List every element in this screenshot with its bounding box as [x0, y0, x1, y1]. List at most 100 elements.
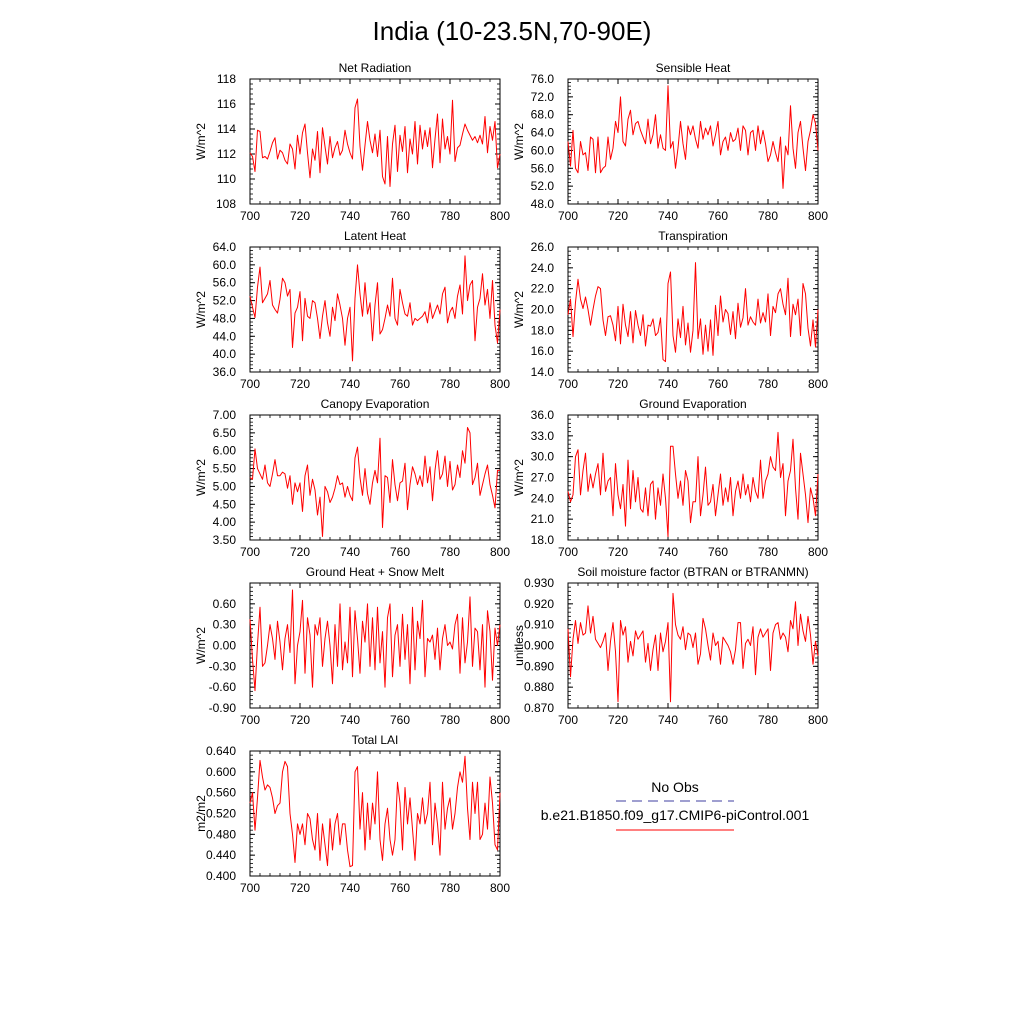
y-tick-label: 118 — [217, 72, 236, 86]
y-tick-label: 116 — [217, 97, 236, 111]
panel-title: Latent Heat — [344, 229, 407, 243]
x-tick-label: 780 — [758, 377, 778, 391]
y-tick-label: 0.00 — [213, 639, 237, 653]
y-tick-label: 6.00 — [213, 444, 237, 458]
x-tick-label: 700 — [240, 377, 260, 391]
y-tick-label: 0.930 — [524, 576, 554, 590]
y-tick-label: 26.0 — [531, 240, 555, 254]
panel-title: Ground Heat + Snow Melt — [306, 565, 445, 579]
x-tick-label: 800 — [490, 881, 510, 895]
panel: Latent Heat W/m^2 700 720 740 760 780 800 36.0 40… — [194, 229, 510, 391]
x-tick-label: 780 — [440, 209, 460, 223]
y-tick-label: 64.0 — [531, 126, 555, 140]
y-tick-label: 64.0 — [213, 240, 237, 254]
y-axis-label: W/m^2 — [512, 291, 526, 328]
panel: Sensible Heat W/m^2 700 720 740 760 780 800 48.0… — [512, 61, 828, 223]
y-tick-label: 60.0 — [213, 258, 237, 272]
y-tick-label: 18.0 — [531, 323, 555, 337]
y-tick-label: 0.520 — [206, 807, 236, 821]
x-tick-label: 760 — [708, 209, 728, 223]
y-tick-label: 44.0 — [213, 329, 237, 343]
x-tick-label: 760 — [390, 377, 410, 391]
y-tick-label: 16.0 — [531, 344, 555, 358]
y-tick-label: 76.0 — [531, 72, 555, 86]
y-tick-label: 72.0 — [531, 90, 555, 104]
x-tick-label: 780 — [440, 377, 460, 391]
x-tick-label: 720 — [608, 545, 628, 559]
panel: Ground Heat + Snow Melt W/m^2 700 720 740 760… — [194, 565, 510, 727]
series-line — [249, 427, 500, 537]
x-tick-label: 780 — [440, 881, 460, 895]
x-tick-label: 720 — [608, 209, 628, 223]
y-tick-label: 114 — [217, 122, 236, 136]
y-tick-label: 24.0 — [531, 261, 555, 275]
y-tick-label: 0.870 — [524, 701, 554, 715]
x-tick-label: 720 — [290, 881, 310, 895]
x-tick-label: 740 — [340, 881, 360, 895]
y-tick-label: 48.0 — [213, 311, 237, 325]
x-tick-label: 740 — [340, 713, 360, 727]
y-axis-label: m2/m2 — [194, 795, 208, 832]
y-tick-label: 0.910 — [524, 618, 554, 632]
y-axis-label: W/m^2 — [194, 291, 208, 328]
panel: Ground Evaporation W/m^2 700 720 740 760 780 80… — [512, 397, 828, 559]
panel: Transpiration W/m^2 700 720 740 760 780 800 14.0… — [512, 229, 828, 391]
x-tick-label: 760 — [390, 209, 410, 223]
y-axis-label: unitless — [512, 625, 526, 666]
x-tick-label: 780 — [758, 713, 778, 727]
x-tick-label: 760 — [390, 881, 410, 895]
y-tick-label: 48.0 — [531, 197, 555, 211]
x-tick-label: 800 — [808, 545, 828, 559]
y-tick-label: 22.0 — [531, 282, 555, 296]
y-tick-label: 0.600 — [206, 765, 236, 779]
x-tick-label: 780 — [440, 545, 460, 559]
series-line — [249, 98, 501, 187]
y-tick-label: 21.0 — [531, 512, 555, 526]
y-axis-label: W/m^2 — [512, 459, 526, 496]
x-tick-label: 800 — [490, 377, 510, 391]
series-line — [249, 755, 501, 868]
series-line — [567, 262, 819, 363]
y-tick-label: 52.0 — [213, 294, 237, 308]
y-tick-label: 0.480 — [206, 827, 236, 841]
y-tick-label: 20.0 — [531, 303, 555, 317]
x-tick-label: 700 — [240, 545, 260, 559]
x-tick-label: 700 — [240, 713, 260, 727]
panel-title: Canopy Evaporation — [321, 397, 430, 411]
y-tick-label: 18.0 — [531, 533, 555, 547]
panel: Total LAI m2/m2 700 720 740 760 780 800 0.400 0.4… — [194, 733, 510, 895]
plot-frame — [249, 414, 501, 541]
legend-model-label: b.e21.B1850.f09_g17.CMIP6-piControl.001 — [541, 807, 810, 823]
x-tick-label: 780 — [758, 545, 778, 559]
series-line — [567, 85, 819, 189]
x-tick-label: 780 — [440, 713, 460, 727]
x-tick-label: 740 — [658, 545, 678, 559]
y-tick-label: 5.00 — [213, 479, 237, 493]
x-tick-label: 720 — [608, 377, 628, 391]
y-tick-label: 0.30 — [213, 618, 237, 632]
x-tick-label: 700 — [240, 209, 260, 223]
x-tick-label: 800 — [808, 713, 828, 727]
x-tick-label: 800 — [490, 545, 510, 559]
x-tick-label: 760 — [708, 377, 728, 391]
panels: Net Radiation W/m^2 700 720 740 760 780 800 108 1… — [194, 61, 828, 895]
panel-title: Ground Evaporation — [639, 397, 746, 411]
x-tick-label: 760 — [390, 713, 410, 727]
y-tick-label: 5.50 — [213, 462, 237, 476]
x-tick-label: 760 — [708, 545, 728, 559]
y-tick-label: -0.30 — [209, 659, 237, 673]
y-tick-label: 0.880 — [524, 680, 554, 694]
y-tick-label: 0.900 — [524, 639, 554, 653]
y-tick-label: 0.560 — [206, 786, 236, 800]
y-tick-label: 68.0 — [531, 108, 555, 122]
y-tick-label: 0.440 — [206, 848, 236, 862]
panel-title: Soil moisture factor (BTRAN or BTRANMN) — [577, 565, 808, 579]
panel-title: Net Radiation — [339, 61, 412, 75]
x-tick-label: 700 — [240, 881, 260, 895]
x-tick-label: 800 — [808, 209, 828, 223]
series-line — [249, 255, 501, 362]
y-axis-label: W/m^2 — [194, 123, 208, 160]
legend-obs-label: No Obs — [651, 779, 698, 795]
y-tick-label: 24.0 — [531, 491, 555, 505]
y-tick-label: 108 — [216, 197, 236, 211]
